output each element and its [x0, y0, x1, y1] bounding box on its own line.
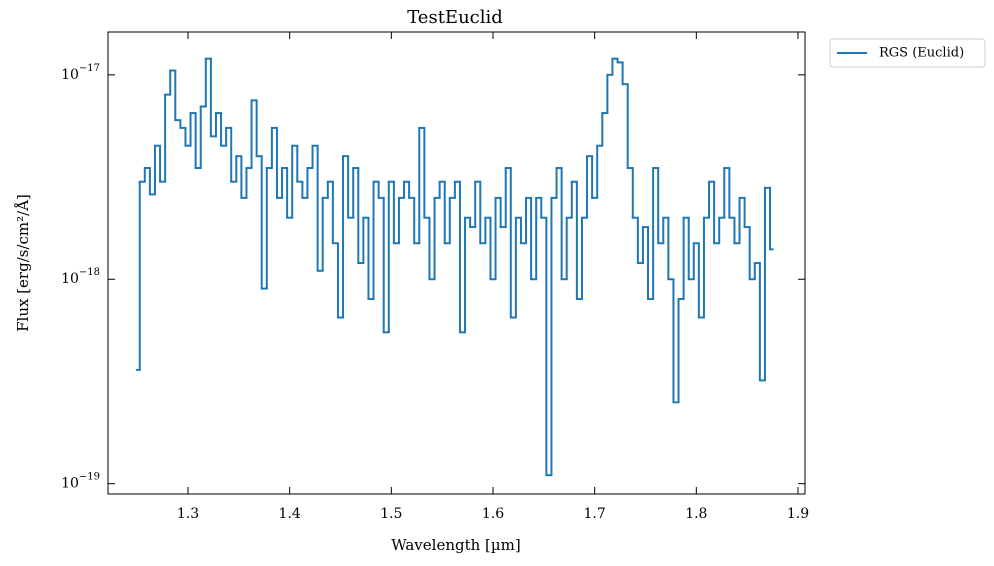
legend-label: RGS (Euclid): [879, 46, 964, 61]
step-connectors: [138, 58, 772, 476]
y-tick-label: 10−17: [61, 62, 100, 83]
y-tick-label: 10−18: [61, 267, 100, 288]
x-tick-label: 1.4: [279, 506, 301, 522]
y-tick-label: 10−19: [61, 471, 100, 492]
x-tick-label: 1.6: [482, 506, 504, 522]
x-axis-label: Wavelength [µm]: [391, 536, 520, 554]
x-tick-label: 1.5: [380, 506, 402, 522]
plot-frame: [107, 31, 806, 495]
x-tick-label: 1.8: [685, 506, 707, 522]
legend-box: [829, 38, 986, 68]
y-axis-label: Flux [erg/s/cm²/Å]: [14, 194, 32, 332]
x-tick-label: 1.3: [177, 506, 199, 522]
x-tick-label: 1.7: [584, 506, 606, 522]
chart-title: TestEuclid: [407, 7, 503, 28]
x-tick-label: 1.9: [787, 506, 809, 522]
